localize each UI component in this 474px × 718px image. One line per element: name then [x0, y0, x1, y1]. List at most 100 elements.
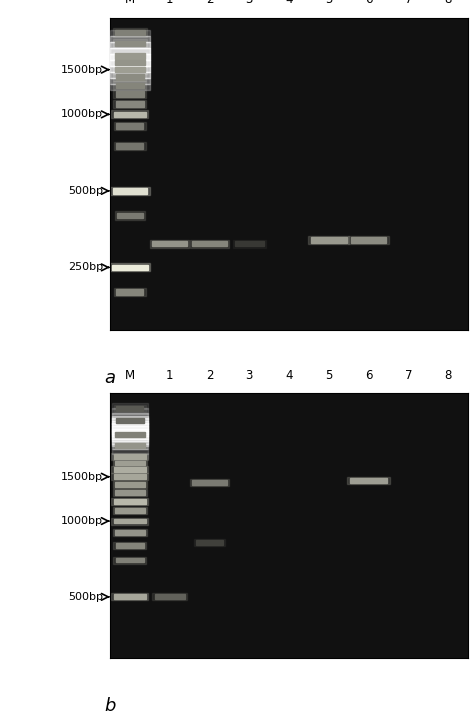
Bar	[110, 72, 150, 78]
Text: 500bp: 500bp	[68, 592, 109, 602]
Bar	[111, 111, 148, 118]
Bar	[153, 241, 187, 246]
Text: 3: 3	[246, 369, 253, 383]
Text: 6: 6	[365, 369, 372, 383]
Text: 3: 3	[246, 0, 253, 6]
Bar	[114, 142, 146, 150]
Bar	[190, 240, 229, 248]
Bar	[115, 67, 145, 73]
Bar	[115, 490, 145, 495]
Bar	[116, 419, 144, 424]
Bar	[114, 454, 146, 460]
Bar	[114, 467, 146, 472]
Bar	[112, 436, 148, 442]
Bar	[112, 414, 148, 419]
Bar	[112, 444, 148, 449]
Bar	[114, 475, 146, 479]
Bar	[113, 65, 147, 74]
Bar	[111, 518, 148, 525]
Bar	[116, 83, 144, 88]
Text: 1000bp: 1000bp	[61, 516, 109, 526]
Bar	[113, 460, 147, 467]
Bar	[192, 241, 227, 246]
Bar	[113, 442, 147, 449]
Bar	[113, 542, 146, 549]
Bar	[155, 595, 185, 600]
Bar	[113, 90, 146, 98]
Text: 1: 1	[166, 369, 173, 383]
Bar	[112, 421, 148, 426]
Bar	[233, 240, 266, 248]
Bar	[116, 406, 144, 411]
Bar	[112, 409, 148, 414]
Bar	[109, 264, 150, 271]
Bar	[308, 236, 349, 244]
Bar	[194, 539, 225, 546]
Bar	[112, 454, 148, 459]
Bar	[110, 48, 150, 54]
Bar	[112, 431, 148, 437]
Bar	[115, 530, 145, 535]
Bar	[114, 405, 146, 412]
Bar	[116, 558, 144, 562]
Bar	[113, 100, 146, 108]
Bar	[111, 593, 148, 600]
Bar	[113, 489, 147, 496]
Bar	[110, 83, 150, 90]
Bar	[115, 461, 145, 465]
Bar	[115, 443, 145, 447]
Bar	[150, 240, 190, 248]
Text: 5: 5	[325, 0, 332, 6]
Bar	[113, 417, 146, 424]
Text: 1: 1	[166, 0, 173, 6]
Bar	[115, 482, 145, 487]
Bar	[116, 289, 144, 295]
Bar	[347, 477, 390, 484]
Bar	[110, 30, 150, 37]
Bar	[113, 432, 147, 438]
Bar	[112, 404, 148, 409]
Text: 8: 8	[445, 369, 452, 383]
Text: a: a	[104, 370, 115, 388]
Bar	[113, 529, 147, 536]
Bar	[115, 508, 145, 513]
Bar	[110, 78, 150, 84]
Bar	[350, 478, 387, 482]
Bar	[351, 238, 386, 243]
Bar	[114, 595, 146, 600]
Bar	[112, 424, 148, 429]
Text: 2: 2	[206, 369, 213, 383]
Bar	[112, 264, 148, 270]
Text: 500bp: 500bp	[68, 186, 109, 196]
Bar	[112, 426, 148, 432]
Text: M: M	[125, 0, 135, 6]
Bar	[110, 187, 150, 195]
Bar	[113, 188, 147, 194]
Text: 1500bp: 1500bp	[61, 65, 109, 75]
Bar	[111, 453, 148, 460]
Bar	[113, 507, 147, 514]
Text: 1000bp: 1000bp	[61, 109, 109, 119]
Text: 1500bp: 1500bp	[61, 472, 109, 482]
Bar	[152, 593, 187, 600]
Bar	[116, 123, 144, 129]
Bar	[112, 429, 148, 434]
Bar	[113, 58, 147, 67]
Bar	[116, 91, 144, 97]
Bar	[112, 434, 148, 439]
Bar	[115, 432, 145, 437]
Bar	[112, 416, 148, 421]
Bar	[115, 29, 145, 35]
Bar	[116, 543, 144, 548]
Text: 8: 8	[445, 0, 452, 6]
Bar	[115, 41, 145, 47]
Bar	[114, 122, 146, 130]
Text: 2: 2	[206, 0, 213, 6]
Bar	[111, 466, 148, 473]
Bar	[110, 54, 150, 60]
Bar	[348, 236, 389, 244]
Text: 7: 7	[405, 369, 412, 383]
Bar	[235, 241, 264, 246]
Text: 250bp: 250bp	[68, 262, 109, 272]
Text: 7: 7	[405, 0, 412, 6]
